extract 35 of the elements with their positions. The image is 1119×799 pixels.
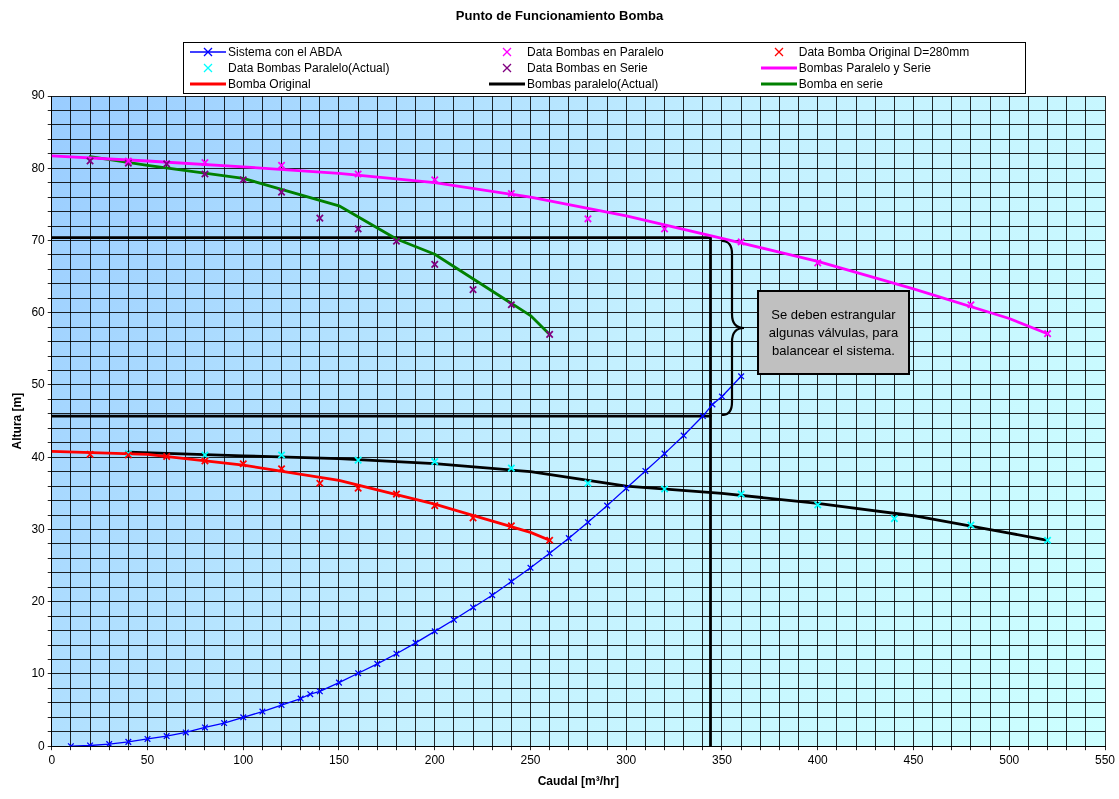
y-tick-label: 60: [31, 305, 46, 320]
y-tick-label: 40: [31, 449, 46, 464]
legend-label: Data Bombas en Paralelo: [526, 44, 664, 60]
x-tick-label: 550: [1094, 752, 1116, 767]
legend-label: Bombas paralelo(Actual): [526, 76, 659, 92]
legend-label: Sistema con el ABDA: [228, 44, 343, 60]
chart-title: Punto de Funcionamiento Bomba: [454, 8, 665, 23]
x-tick-label: 500: [999, 752, 1020, 767]
y-axis-title: Altura [m]: [9, 392, 24, 450]
legend-label: Data Bombas en Serie: [526, 60, 648, 76]
x-tick-label: 250: [520, 752, 541, 767]
x-tick-label: 50: [140, 752, 155, 767]
legend-label: Data Bomba Original D=280mm: [798, 44, 970, 60]
callout-box: Se deben estrangular algunas válvulas, para balancear el sistema.: [757, 290, 910, 375]
legend-label: Bombas Paralelo y Serie: [798, 60, 931, 76]
y-tick-label: 50: [31, 377, 46, 392]
x-tick-label: 400: [807, 752, 829, 767]
x-tick-label: 150: [328, 752, 350, 767]
legend-label: Data Bombas Paralelo(Actual): [228, 60, 390, 76]
y-tick-label: 20: [31, 594, 46, 609]
legend-label: Bomba Original: [228, 76, 311, 92]
x-tick-label: 0: [48, 752, 56, 767]
x-tick-label: 200: [424, 752, 446, 767]
x-tick-label: 350: [711, 752, 733, 767]
x-tick-label: 300: [616, 752, 637, 767]
y-tick-label: 80: [31, 160, 46, 175]
x-axis-title: Caudal [m³/hr]: [537, 774, 620, 789]
x-tick-label: 100: [233, 752, 254, 767]
y-tick-label: 90: [31, 88, 46, 103]
y-tick-label: 30: [31, 521, 46, 536]
y-tick-label: 0: [38, 738, 46, 753]
legend-label: Bomba en serie: [798, 76, 883, 92]
y-tick-label: 10: [31, 666, 46, 681]
y-tick-label: 70: [31, 232, 46, 247]
x-tick-label: 450: [903, 752, 924, 767]
